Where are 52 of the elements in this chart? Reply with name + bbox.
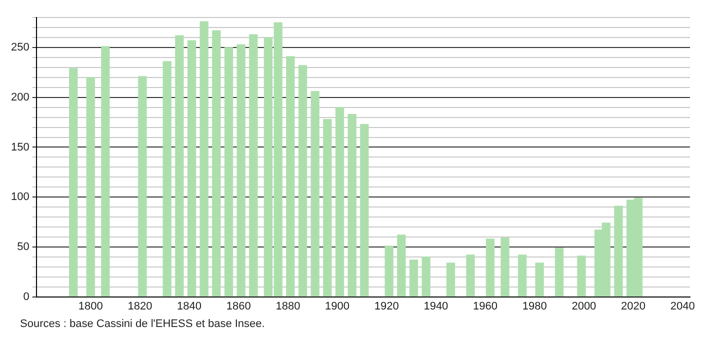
bar — [162, 61, 172, 297]
x-tick-label: 2020 — [621, 300, 646, 312]
bar — [577, 256, 586, 297]
bar — [286, 56, 295, 297]
bar — [554, 248, 564, 297]
bar — [236, 44, 246, 297]
bar — [384, 246, 394, 297]
x-tick-label: 1940 — [424, 300, 448, 312]
x-tick-label: 1820 — [128, 300, 152, 312]
x-tick-label: 1920 — [374, 300, 399, 312]
bar — [175, 35, 184, 297]
x-tick-label: 1960 — [473, 300, 498, 312]
bar — [466, 254, 475, 297]
source-note: Sources : base Cassini de l'EHESS et base Insee. — [20, 318, 266, 330]
y-tick-label: 250 — [10, 42, 30, 54]
y-tick-label: 150 — [10, 141, 30, 154]
bar — [535, 262, 544, 297]
x-tick-label: 1800 — [78, 300, 103, 312]
x-tick-label: 1840 — [177, 300, 202, 312]
bar — [614, 206, 623, 297]
bar — [360, 124, 369, 297]
x-tick-label: 1980 — [522, 300, 547, 312]
bar — [86, 77, 95, 297]
bar — [486, 238, 495, 297]
bar — [409, 260, 418, 297]
bar — [224, 47, 234, 297]
x-tick-label: 2040 — [670, 300, 695, 312]
bar — [298, 65, 308, 297]
bar — [310, 91, 320, 297]
bar — [69, 68, 78, 297]
bar — [138, 76, 147, 297]
bar — [335, 107, 344, 297]
y-tick-label: 200 — [10, 91, 30, 104]
bar — [187, 40, 196, 297]
y-tick-label: 50 — [17, 240, 30, 253]
bar — [518, 254, 527, 297]
y-tick-label: 0 — [23, 290, 30, 303]
x-tick-label: 2000 — [572, 300, 596, 312]
bar — [348, 114, 356, 297]
x-tick-label: 1880 — [276, 300, 300, 312]
bar — [397, 234, 406, 297]
x-tick-label: 1860 — [226, 300, 251, 312]
bar — [422, 256, 430, 297]
x-tick-label: 1900 — [325, 300, 350, 312]
bar — [500, 238, 510, 297]
y-tick-label: 100 — [10, 191, 30, 204]
bar — [249, 34, 258, 297]
bar — [101, 46, 110, 297]
bar — [446, 262, 456, 297]
bar — [212, 30, 221, 297]
bar — [200, 21, 208, 297]
bar — [323, 118, 332, 297]
